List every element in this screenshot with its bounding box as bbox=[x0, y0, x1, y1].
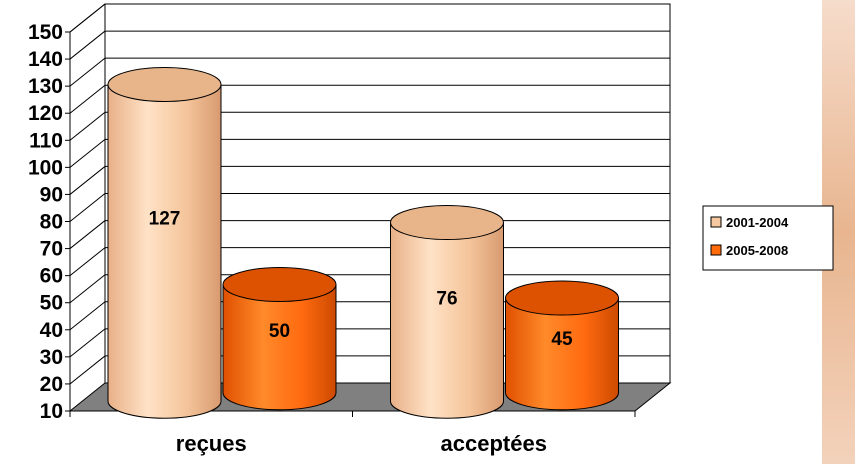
y-tick-label: 130 bbox=[28, 75, 63, 98]
bar-top bbox=[505, 280, 619, 316]
gridline-side bbox=[69, 84, 106, 114]
bar-body bbox=[107, 83, 222, 419]
gridline-side bbox=[69, 193, 106, 222]
gridline-side bbox=[69, 57, 106, 87]
gridline-side bbox=[69, 220, 106, 249]
y-tick-label: 30 bbox=[40, 346, 63, 369]
y-tick-label: 150 bbox=[28, 21, 63, 44]
data-label: 45 bbox=[551, 329, 573, 350]
y-tick-label: 20 bbox=[40, 373, 63, 396]
y-tick-label: 120 bbox=[28, 102, 63, 125]
legend-swatch bbox=[710, 244, 722, 256]
y-tick-label: 60 bbox=[40, 265, 63, 288]
gridline-side bbox=[69, 328, 106, 358]
y-tick-label: 50 bbox=[40, 292, 63, 315]
bar-body bbox=[222, 284, 337, 411]
bar-cylinder bbox=[390, 205, 504, 419]
legend-swatch bbox=[710, 216, 722, 228]
legend-entry: 2001-2004 bbox=[726, 215, 789, 230]
gridline-side bbox=[69, 111, 106, 141]
y-axis-ticks: 10 20 30 40 50 60 70 80 90 100 110 120 130 140 150 bbox=[28, 21, 70, 423]
y-tick-label: 10 bbox=[40, 400, 63, 423]
bar-top bbox=[222, 267, 337, 303]
y-tick-label: 140 bbox=[28, 48, 63, 71]
data-label: 50 bbox=[269, 321, 290, 342]
bars bbox=[107, 66, 619, 419]
data-label: 127 bbox=[149, 208, 181, 229]
gridline-side bbox=[69, 30, 106, 60]
gridline-side bbox=[69, 166, 106, 195]
bar-body bbox=[505, 297, 619, 411]
data-label: 76 bbox=[436, 289, 457, 310]
y-tick-label: 100 bbox=[28, 156, 63, 179]
left-wall-top-edge bbox=[69, 3, 106, 33]
y-tick-label: 90 bbox=[40, 183, 63, 206]
gridline-side bbox=[69, 247, 106, 277]
bar-cylinder bbox=[505, 280, 619, 411]
y-tick-label: 110 bbox=[29, 129, 63, 152]
bar-top bbox=[390, 205, 504, 241]
gridline-side bbox=[69, 301, 106, 331]
x-category-label: acceptées bbox=[441, 431, 547, 456]
bar-cylinder bbox=[107, 66, 222, 419]
gridline-side bbox=[69, 274, 106, 304]
y-tick-label: 70 bbox=[40, 238, 63, 261]
legend-entry: 2005-2008 bbox=[726, 243, 788, 258]
y-tick-label: 40 bbox=[40, 319, 63, 342]
bar-top bbox=[107, 66, 222, 102]
bar-cylinder bbox=[222, 267, 337, 411]
y-tick-label: 80 bbox=[40, 211, 63, 234]
legend-box bbox=[702, 205, 834, 271]
gridline-side bbox=[69, 138, 106, 168]
x-category-label: reçues bbox=[176, 431, 247, 456]
bar-body bbox=[390, 222, 504, 419]
legend: 2001-2004 2005-2008 bbox=[702, 205, 834, 271]
x-axis-categories: reçues acceptées bbox=[176, 431, 547, 456]
gridline-side bbox=[69, 355, 106, 385]
data-labels: 127 50 76 45 bbox=[149, 208, 573, 349]
